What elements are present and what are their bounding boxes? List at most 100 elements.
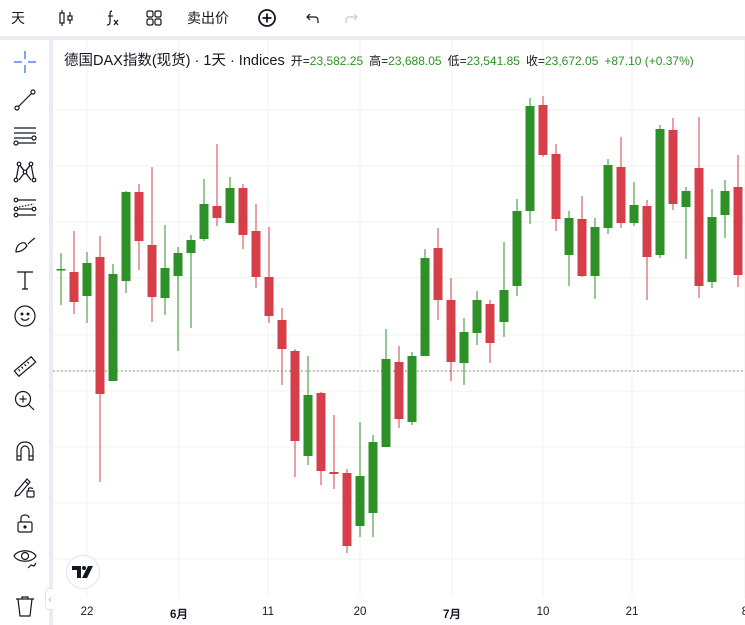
close-value: 23,672.05 bbox=[544, 54, 599, 68]
candle bbox=[225, 177, 235, 223]
change-value: +87.10 (+0.37%) bbox=[604, 54, 694, 68]
candle bbox=[707, 189, 717, 288]
brush-tool[interactable] bbox=[8, 229, 42, 259]
layout-grid-icon bbox=[146, 10, 162, 26]
time-axis[interactable]: 22 6月 11 20 7月 10 21 8 bbox=[53, 598, 745, 625]
candle bbox=[577, 196, 587, 277]
zoom-tool[interactable] bbox=[8, 386, 42, 416]
zoom-in-icon bbox=[14, 390, 35, 411]
candle bbox=[472, 291, 482, 345]
magnet-tool[interactable] bbox=[8, 436, 42, 466]
time-axis-label: 11 bbox=[262, 606, 274, 618]
candle bbox=[173, 247, 183, 351]
candle bbox=[329, 415, 339, 489]
high-value: 23,688.05 bbox=[388, 54, 442, 68]
candle bbox=[655, 125, 665, 258]
candle bbox=[251, 204, 261, 288]
measure-tool[interactable] bbox=[8, 352, 42, 382]
interval-button[interactable]: 天 bbox=[4, 0, 32, 36]
add-button[interactable] bbox=[253, 0, 281, 36]
candle bbox=[69, 231, 79, 314]
low-value: 23,541.85 bbox=[466, 54, 520, 68]
drawing-toolbar bbox=[0, 40, 49, 625]
lock-all-tool[interactable] bbox=[8, 508, 42, 538]
fib-tool[interactable] bbox=[8, 193, 42, 223]
chart-pane[interactable]: 德国DAX指数(现货) · 1天 · Indices 开= 23,582.25 高… bbox=[53, 40, 745, 625]
candle bbox=[381, 329, 391, 447]
candle bbox=[121, 191, 131, 293]
crosshair-icon bbox=[14, 51, 36, 73]
candle bbox=[446, 278, 456, 381]
brush-icon bbox=[15, 237, 36, 253]
candle bbox=[147, 167, 157, 322]
undo-icon bbox=[306, 13, 319, 23]
candle bbox=[668, 118, 678, 210]
high-label: 高= bbox=[369, 54, 389, 68]
candle bbox=[238, 184, 248, 249]
close-label: 收= bbox=[525, 54, 545, 68]
trend-line-tool[interactable] bbox=[8, 85, 42, 115]
time-axis-label: 21 bbox=[625, 606, 639, 618]
pattern-icon bbox=[13, 161, 37, 183]
candle bbox=[681, 187, 691, 259]
low-label: 低= bbox=[447, 54, 467, 68]
indicators-button[interactable] bbox=[98, 0, 126, 36]
candle bbox=[134, 184, 144, 270]
trend-line-icon bbox=[14, 89, 36, 111]
toolbar-divider bbox=[0, 36, 745, 40]
candle bbox=[420, 249, 430, 356]
price-source-button[interactable]: 卖出价 bbox=[184, 0, 232, 36]
candlestick-icon bbox=[59, 10, 73, 26]
horizontal-lines-tool[interactable] bbox=[8, 121, 42, 151]
lock-drawing-tool[interactable] bbox=[8, 472, 42, 502]
candle bbox=[616, 137, 626, 228]
redo-button[interactable] bbox=[338, 0, 364, 36]
candle bbox=[551, 144, 561, 231]
candle bbox=[394, 346, 404, 428]
time-axis-label: 8 bbox=[742, 606, 745, 618]
function-icon bbox=[106, 10, 119, 26]
remove-tool[interactable] bbox=[8, 591, 42, 621]
text-tool[interactable] bbox=[8, 265, 42, 295]
candle bbox=[56, 253, 66, 305]
magnet-icon bbox=[16, 441, 34, 461]
tradingview-logo-icon bbox=[72, 566, 93, 578]
smiley-icon bbox=[14, 305, 36, 327]
symbol-title[interactable]: 德国DAX指数(现货) · 1天 · Indices bbox=[64, 53, 285, 69]
hide-tool[interactable] bbox=[8, 542, 42, 572]
candle bbox=[525, 98, 535, 224]
price-source-label: 卖出价 bbox=[187, 10, 229, 26]
candle bbox=[264, 227, 274, 323]
crosshair-tool[interactable] bbox=[8, 47, 42, 77]
candle bbox=[590, 218, 600, 299]
candle bbox=[538, 96, 548, 157]
candle bbox=[277, 308, 287, 385]
unlock-icon bbox=[17, 514, 33, 533]
tradingview-logo[interactable] bbox=[66, 555, 100, 589]
emoji-tool[interactable] bbox=[8, 301, 42, 331]
candle bbox=[342, 469, 352, 553]
series-legend: 德国DAX指数(现货) · 1天 · Indices 开= 23,582.25 高… bbox=[64, 49, 694, 70]
ruler-icon bbox=[13, 355, 37, 378]
chart-type-button[interactable] bbox=[52, 0, 80, 36]
candle bbox=[733, 155, 743, 287]
candle bbox=[720, 180, 730, 238]
patterns-tool[interactable] bbox=[8, 157, 42, 187]
candle bbox=[108, 264, 118, 381]
pencil-lock-icon bbox=[14, 478, 35, 498]
candle bbox=[694, 117, 704, 298]
candle bbox=[499, 242, 509, 337]
horizontal-lines-icon bbox=[13, 127, 37, 146]
candle bbox=[433, 228, 443, 320]
time-axis-label: 6月 bbox=[170, 609, 188, 621]
candle bbox=[212, 144, 222, 226]
candle bbox=[629, 182, 639, 226]
eye-icon bbox=[13, 550, 37, 569]
top-toolbar: 天 卖出价 bbox=[0, 0, 745, 36]
candlestick-chart[interactable] bbox=[53, 40, 745, 625]
open-value: 23,582.25 bbox=[309, 54, 364, 68]
layouts-button[interactable] bbox=[140, 0, 168, 36]
undo-button[interactable] bbox=[300, 0, 326, 36]
redo-icon bbox=[345, 13, 358, 23]
candle bbox=[82, 252, 92, 323]
